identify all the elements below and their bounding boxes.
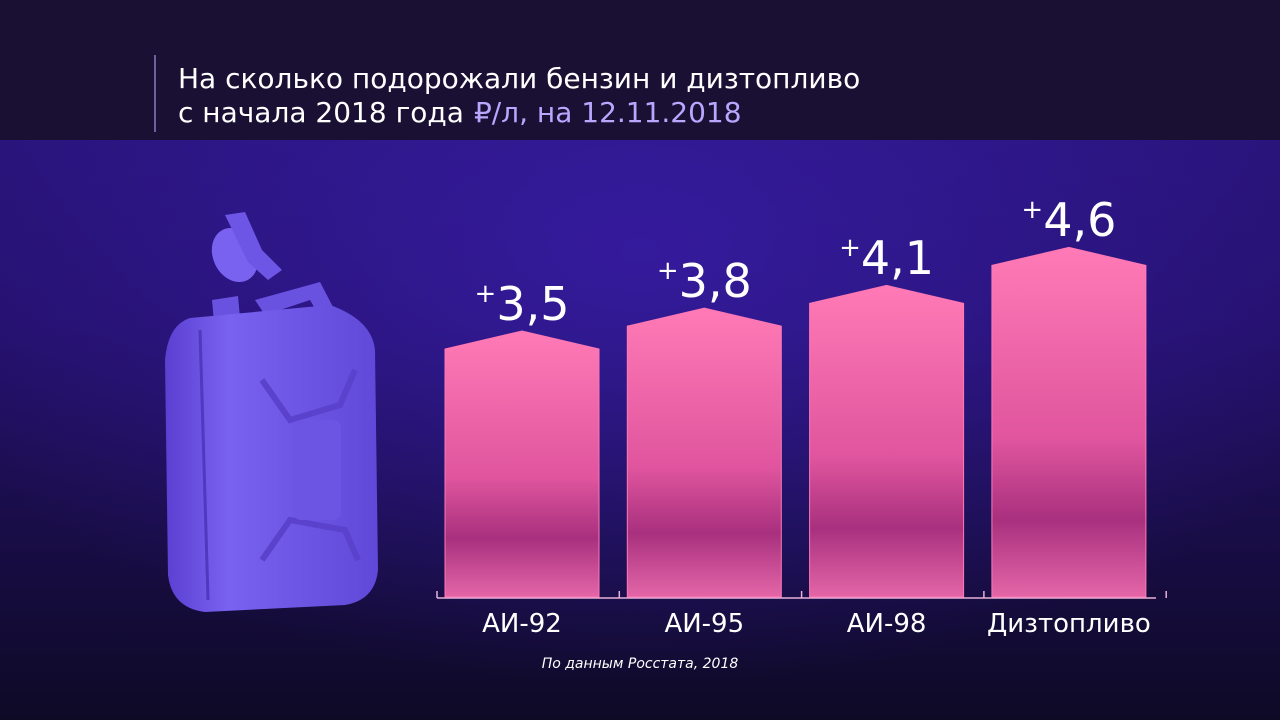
chart-title: с начала 2018 года ₽/л, на 12.11.2018 — [178, 96, 742, 129]
source-note: По данным Росстата, 2018 — [542, 656, 739, 672]
x-tick-label: Дизтопливо — [987, 609, 1151, 639]
header-band — [0, 0, 1280, 140]
x-tick-label: АИ-95 — [664, 609, 744, 639]
bar — [444, 330, 600, 598]
chart-subtitle: ₽/л, на 12.11.2018 — [474, 96, 742, 129]
value-label: +4,1 — [839, 231, 935, 286]
canister — [165, 212, 378, 612]
x-tick-label: АИ-92 — [482, 609, 562, 639]
bar — [809, 284, 965, 598]
chart-title: На сколько подорожали бензин и дизтоплив… — [178, 62, 860, 95]
value-label: +4,6 — [1021, 193, 1117, 248]
value-label: +3,5 — [474, 277, 570, 331]
bar — [626, 307, 782, 598]
bar — [991, 246, 1147, 598]
chart-title-line: с начала 2018 года — [178, 96, 464, 129]
x-tick-label: АИ-98 — [847, 609, 927, 639]
value-label: +3,8 — [656, 254, 752, 309]
